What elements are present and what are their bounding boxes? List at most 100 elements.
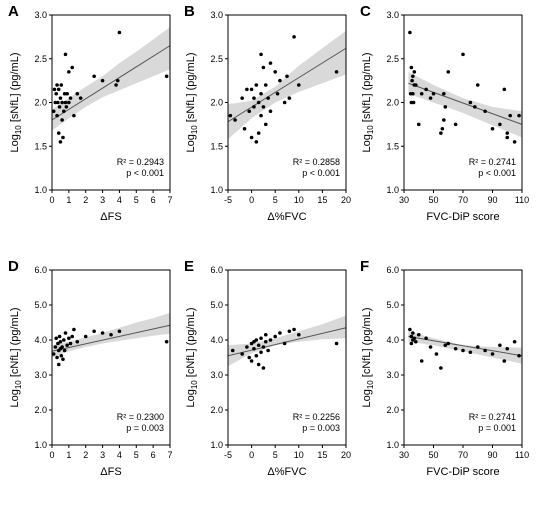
data-point: [412, 70, 417, 74]
x-tick-label: 70: [458, 450, 468, 460]
data-point: [419, 91, 424, 96]
y-tick-label: 2.0: [210, 98, 223, 108]
data-point: [261, 105, 266, 109]
confidence-band: [52, 27, 170, 131]
data-point: [60, 118, 64, 122]
data-point: [61, 357, 65, 362]
y-tick-label: 1.5: [386, 141, 399, 151]
data-point: [68, 341, 73, 346]
data-point: [92, 74, 96, 79]
data-point: [424, 87, 428, 92]
data-point: [409, 334, 414, 339]
y-tick-label: 4.0: [386, 335, 399, 345]
data-point: [414, 83, 418, 87]
regression-line: [51, 324, 171, 352]
data-point: [442, 118, 446, 122]
data-point: [63, 331, 68, 335]
data-point: [453, 122, 458, 127]
x-tick-label: -5: [224, 195, 232, 205]
regression-line: [51, 45, 171, 121]
x-tick-label: 90: [487, 450, 497, 460]
data-point: [259, 336, 263, 341]
y-axis-label-subscript: 10: [190, 380, 199, 389]
data-point: [446, 341, 451, 346]
data-point: [505, 131, 510, 135]
data-point: [75, 339, 80, 344]
data-point: [424, 336, 428, 341]
data-point: [256, 362, 261, 367]
data-point: [58, 140, 63, 144]
data-point: [505, 135, 510, 140]
x-axis-label: FVC-DiP score: [426, 466, 499, 478]
data-point: [117, 329, 122, 334]
data-point: [54, 91, 59, 96]
y-axis-label-base: Log: [185, 134, 197, 152]
x-tick-label: 6: [151, 450, 156, 460]
x-axis-label: Δ%FVC: [267, 466, 306, 478]
plot-frame: [227, 269, 347, 446]
x-tick-label: 50: [428, 450, 438, 460]
y-tick-label: 2.5: [386, 54, 399, 64]
y-tick-label: 3.0: [386, 10, 399, 20]
data-point: [261, 345, 266, 349]
y-axis-label: Log10 [sNfL] (pg/mL): [9, 52, 23, 152]
x-tick-label: 7: [167, 195, 172, 205]
y-tick-label: 1.0: [386, 440, 399, 450]
panel-letter: D: [8, 258, 19, 275]
panel-c: C 30 50 70 90 110 1.0 1.5 2.0 2.5 3.0 R² = 0.2741p …: [360, 3, 529, 223]
y-axis-label-rest: [sNfL] (pg/mL): [9, 52, 21, 125]
data-point: [282, 100, 287, 105]
x-tick-label: 6: [151, 195, 156, 205]
data-point: [502, 87, 507, 92]
data-point: [334, 341, 339, 346]
data-point: [67, 336, 71, 341]
x-tick-label: 15: [317, 450, 327, 460]
y-axis-label-rest: [cNfL] (pg/mL): [9, 307, 21, 380]
x-axis-label: Δ%FVC: [267, 211, 306, 223]
data-point: [282, 341, 287, 346]
x-tick-label: 10: [294, 450, 304, 460]
x-axis-label: FVC-DiP score: [426, 211, 499, 223]
data-point: [428, 96, 433, 100]
data-point: [461, 348, 465, 353]
data-point: [287, 329, 292, 334]
y-axis-label-base: Log: [9, 389, 21, 407]
x-tick-label: 2: [83, 195, 88, 205]
data-point: [505, 346, 510, 351]
regression-line: [227, 327, 347, 357]
data-point: [65, 343, 69, 348]
data-point: [259, 91, 263, 96]
y-axis-label-rest: [cNfL] (pg/mL): [185, 307, 197, 380]
r-squared-label: R² = 0.2943: [117, 157, 164, 167]
data-point: [278, 331, 282, 335]
data-point: [408, 327, 412, 332]
y-tick-label: 5.0: [210, 300, 223, 310]
data-point: [68, 96, 73, 100]
confidence-band: [408, 71, 522, 138]
x-tick-label: 30: [399, 450, 409, 460]
data-point: [59, 83, 64, 87]
data-point: [292, 35, 296, 39]
data-point: [254, 353, 259, 358]
data-point: [409, 341, 414, 346]
y-tick-label: 3.0: [210, 10, 223, 20]
data-point: [249, 135, 254, 140]
data-point: [412, 336, 417, 341]
y-tick-label: 1.0: [34, 440, 47, 450]
y-tick-label: 2.5: [210, 54, 223, 64]
regression-line: [227, 47, 347, 123]
data-point: [254, 83, 259, 87]
data-point: [58, 96, 63, 100]
data-point: [70, 65, 75, 70]
x-tick-label: 3: [100, 195, 105, 205]
y-axis-label-base: Log: [361, 134, 373, 152]
data-point: [56, 341, 60, 346]
x-tick-label: 0: [49, 450, 54, 460]
data-point: [78, 96, 83, 100]
data-point: [67, 100, 71, 105]
data-point: [263, 83, 268, 87]
x-tick-label: 5: [134, 450, 139, 460]
panel-letter: F: [360, 258, 369, 275]
data-point: [247, 355, 252, 360]
data-point: [440, 126, 445, 131]
